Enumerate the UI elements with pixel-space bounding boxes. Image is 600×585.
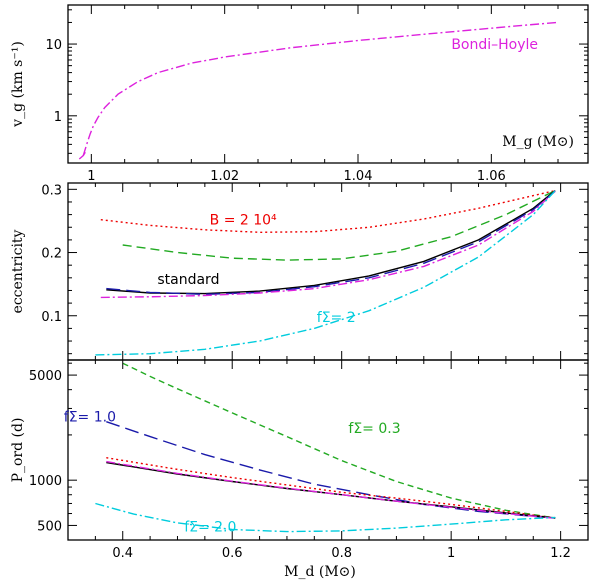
panel-middle: 0.1 0.2 0.3 eccentricity B = 2 10⁴ standard fΣ… — [10, 182, 589, 361]
xtick-label-top: 1 — [87, 169, 95, 184]
series-middle-4 — [100, 190, 556, 299]
frame-middle — [67, 182, 589, 361]
xtick-label-bottom: 1.2 — [550, 546, 571, 561]
annotation-bottom-2: fΣ= 2.0 — [184, 520, 236, 536]
frame-top — [67, 4, 589, 164]
ytick-label-middle: 0.2 — [41, 247, 62, 262]
ytick-label-middle: 0.3 — [41, 183, 62, 198]
series-bottom-0 — [122, 362, 556, 519]
series-middle-3 — [106, 190, 556, 296]
xlabel-bottom: M_d (M⊙) — [284, 564, 356, 580]
panel-top: 1 10 1 1.02 1.04 1.06 v_g (km s⁻¹) M_g (M⊙) Bond… — [10, 4, 589, 184]
series-middle-1 — [122, 189, 556, 261]
xtick-label-bottom: 0.6 — [222, 546, 243, 561]
ytick-label-bottom: 500 — [37, 519, 62, 534]
ylabel-bottom: P_ord (d) — [10, 418, 26, 483]
ytick-label-middle: 0.1 — [41, 310, 62, 325]
curves-middle — [95, 189, 556, 356]
ytick-label-top: 10 — [45, 38, 62, 53]
annotation-middle-0: B = 2 10⁴ — [210, 213, 277, 229]
ytick-label-bottom: 1000 — [29, 474, 62, 489]
ylabel-top: v_g (km s⁻¹) — [10, 41, 26, 128]
frame-bottom — [67, 359, 589, 541]
annotation-bottom-0: fΣ= 1.0 — [64, 410, 116, 426]
ytick-label-top: 1 — [54, 110, 62, 125]
series-top-1 — [78, 151, 86, 160]
annotation-middle-1: standard — [157, 272, 219, 288]
curves-bottom — [95, 362, 556, 533]
ytick-label-bottom: 5000 — [29, 369, 62, 384]
xtick-label-bottom: 0.8 — [331, 546, 352, 561]
annotation-middle-2: fΣ= 2 — [317, 310, 356, 326]
annotation-top-0: Bondi–Hoyle — [451, 37, 538, 53]
xlabel-top: M_g (M⊙) — [502, 134, 574, 150]
series-middle-0 — [100, 189, 556, 234]
xtick-label-top: 1.04 — [344, 169, 373, 184]
xtick-label-top: 1.02 — [210, 169, 239, 184]
ylabel-middle: eccentricity — [10, 229, 26, 313]
xtick-label-top: 1.06 — [477, 169, 506, 184]
series-bottom-4 — [106, 460, 556, 519]
series-top-0 — [82, 21, 559, 156]
series-bottom-5 — [95, 502, 556, 533]
xtick-label-bottom: 0.4 — [112, 546, 133, 561]
panel-bottom: 500 1000 5000 0.4 0.6 0.8 1 1.2 P_ord (d) M_d (M⊙… — [10, 359, 589, 580]
series-bottom-2 — [106, 457, 556, 519]
annotation-bottom-1: fΣ= 0.3 — [348, 421, 400, 437]
curves-top — [78, 21, 559, 160]
xtick-label-bottom: 1 — [447, 546, 455, 561]
series-bottom-1 — [106, 421, 556, 519]
